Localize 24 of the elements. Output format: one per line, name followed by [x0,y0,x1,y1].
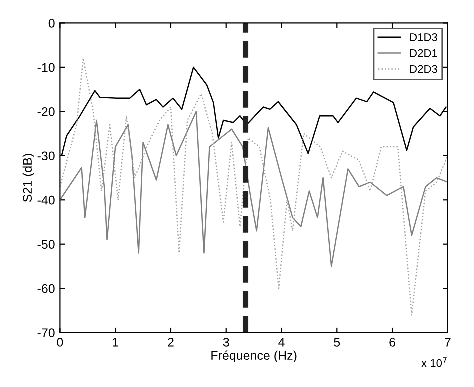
y-tick-label: -30 [38,152,55,161]
y-tick-label: -70 [38,328,55,338]
y-tick-label: -40 [38,196,55,205]
x-axis-title: Fréquence (Hz) [212,350,297,363]
legend-label: D1D3 [410,34,438,42]
x-tick-label: 5 [334,338,340,347]
x-tick-label: 0 [57,338,64,347]
x-tick-label: 6 [390,338,396,347]
y-tick-label: -20 [38,107,55,116]
y-tick-label: -60 [38,284,55,294]
x-tick-label: 2 [168,338,174,347]
y-axis-title: S21 (dB) [22,154,34,202]
y-tick-label: 0 [48,19,55,28]
legend-label: D2D3 [410,65,438,74]
y-tick-label: -50 [38,240,55,250]
line-series [60,58,448,316]
x-tick-label: 3 [223,338,230,347]
x-tick-label: 1 [113,338,118,347]
text: x 10$^{7}$ [422,357,447,368]
y-tick-label: -10 [38,63,55,72]
legend-label: D2D1 [410,49,438,58]
line-series [60,111,448,268]
x-tick-label: 4 [278,338,285,347]
x-tick-label: 7 [445,338,451,347]
